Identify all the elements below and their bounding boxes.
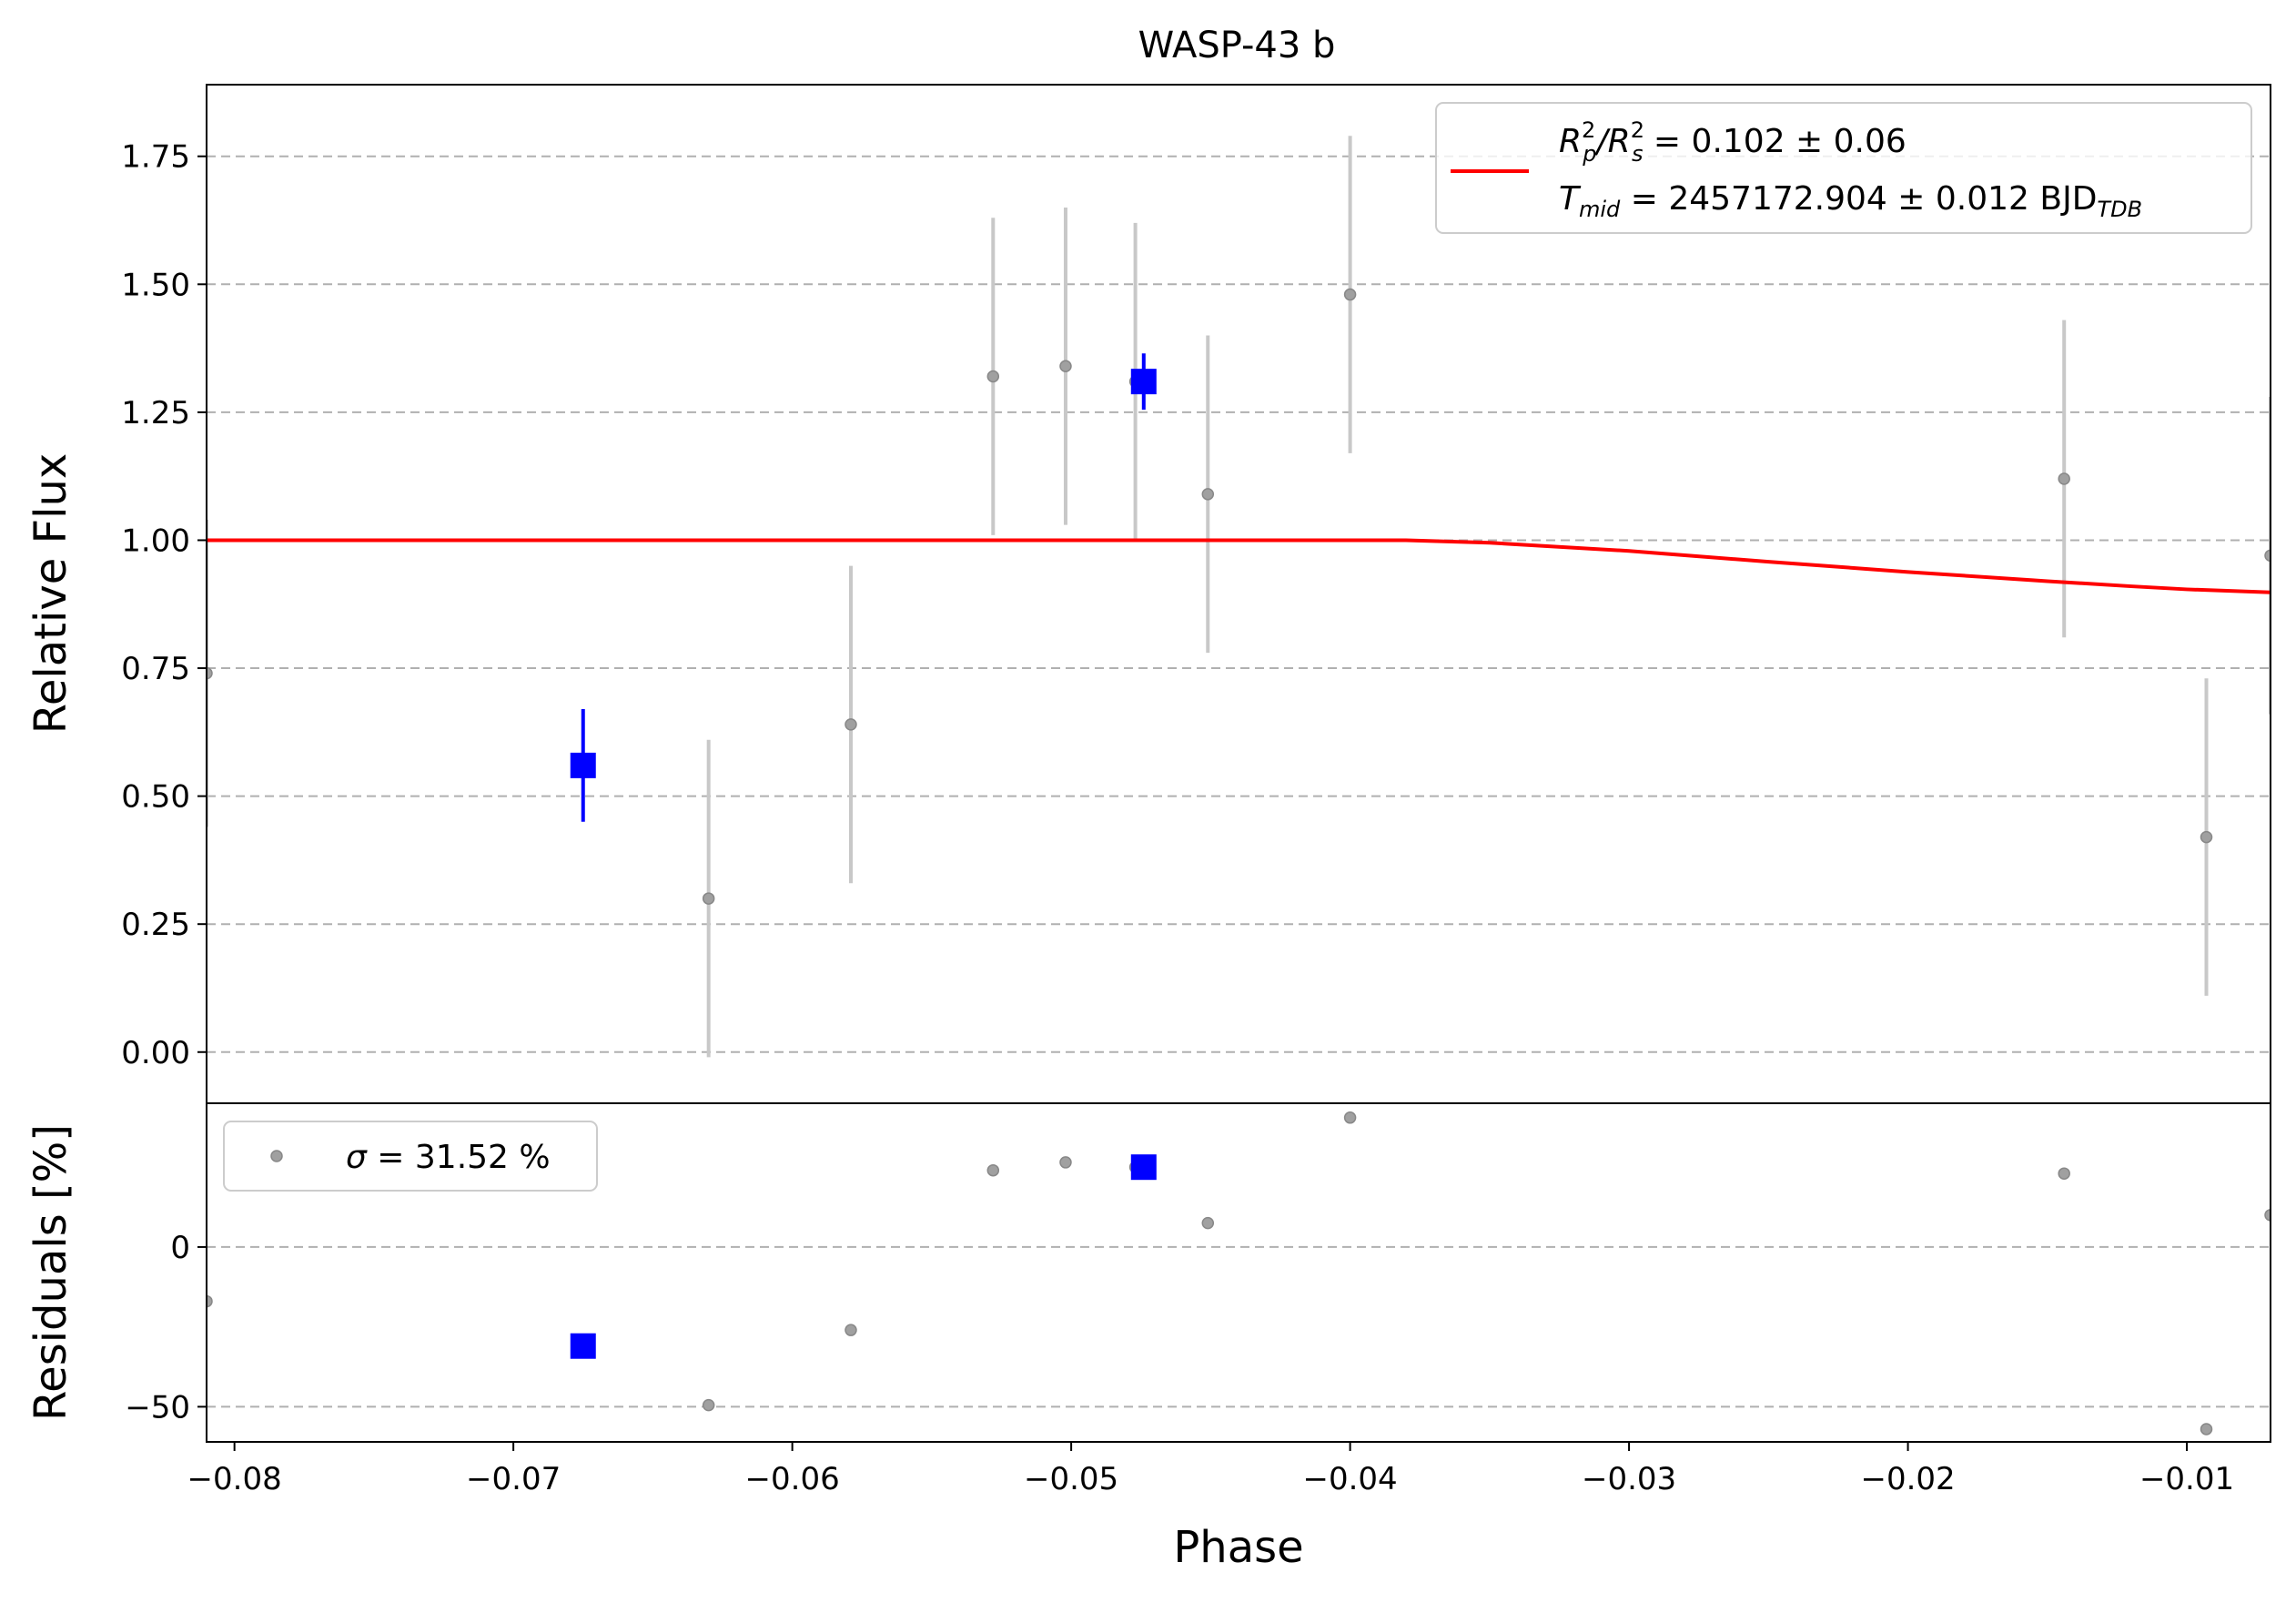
raw-point [986, 370, 1000, 383]
residual-raw-point [845, 1324, 857, 1336]
raw-point [207, 666, 213, 680]
raw-point [1343, 288, 1357, 301]
main-y-axis-label: Relative Flux [25, 453, 76, 735]
residual-legend: σ = 31.52 % [223, 1121, 598, 1192]
main-legend: R2 p/R2 s = 0.102 ± 0.06 Tmid = 2457172.90… [1435, 102, 2252, 234]
raw-point [1059, 360, 1072, 373]
binned-points [570, 353, 1157, 822]
legend-rp-rs-entry: R2 p/R2 s = 0.102 ± 0.06 [1559, 117, 1907, 167]
x-tick-label: −0.02 [1860, 1461, 1955, 1497]
main-y-tick-label: 1.25 [121, 395, 190, 431]
x-tick-label: −0.08 [187, 1461, 282, 1497]
residual-raw-point [2200, 1423, 2213, 1436]
x-tick-label: −0.04 [1302, 1461, 1397, 1497]
residual-binned-point [570, 1333, 596, 1359]
raw-point [2264, 549, 2271, 563]
main-legend-box [1435, 102, 2252, 234]
raw-point [702, 892, 715, 905]
residual-binned-points [570, 1154, 1157, 1359]
chart-title: WASP-43 b [1138, 25, 1336, 66]
residual-raw-point [986, 1163, 1000, 1177]
binned-point [1130, 369, 1157, 395]
residuals-panel: −50 0 −0.08 −0.07 −0.06 −0.05 −0.04 −0.03 −0.02… [25, 1102, 2271, 1573]
residual-raw-point [1059, 1156, 1072, 1169]
raw-point [845, 718, 857, 731]
main-y-tick-label: 0.50 [121, 779, 190, 816]
x-axis-label: Phase [1173, 1522, 1303, 1573]
main-y-tick-label: 0.25 [121, 907, 190, 943]
residual-x-ticks: −0.08 −0.07 −0.06 −0.05 −0.04 −0.03 −0.02 −0.01 [187, 1442, 2234, 1497]
x-tick-label: −0.05 [1024, 1461, 1118, 1497]
binned-point [570, 752, 596, 778]
residual-raw-point [2264, 1209, 2271, 1222]
main-y-ticks: 0.00 0.25 0.50 0.75 1.00 1.25 1.50 1.75 [121, 139, 207, 1071]
residual-y-axis-label: Residuals [%] [25, 1124, 76, 1421]
main-y-tick-label: 1.00 [121, 522, 190, 559]
residual-y-tick-label: −50 [125, 1389, 190, 1425]
x-tick-label: −0.07 [466, 1461, 561, 1497]
residual-y-ticks: −50 0 [125, 1230, 207, 1425]
residual-raw-point [207, 1294, 213, 1308]
x-tick-label: −0.03 [1582, 1461, 1676, 1497]
raw-point [2058, 472, 2070, 485]
model-curve-group [207, 538, 2271, 594]
x-tick-label: −0.01 [2139, 1461, 2234, 1497]
residual-raw-point [2058, 1167, 2070, 1180]
legend-raw-marker [270, 1150, 283, 1162]
main-y-tick-label: 1.75 [121, 139, 190, 176]
residual-legend-box [223, 1121, 598, 1192]
residual-plot-frame [206, 1102, 2271, 1443]
residual-raw-point [1201, 1216, 1215, 1230]
x-tick-label: −0.06 [745, 1461, 840, 1497]
raw-point [2200, 830, 2213, 844]
raw-point [1201, 488, 1215, 501]
residual-raw-point [702, 1398, 715, 1412]
legend-sigma-entry: σ = 31.52 % [346, 1139, 551, 1176]
residual-raw-point [1343, 1111, 1357, 1124]
model-curve [207, 538, 2271, 594]
residual-y-tick-label: 0 [170, 1230, 190, 1266]
residual-gridlines [207, 1245, 2271, 1408]
residual-binned-point [1130, 1154, 1157, 1181]
main-y-tick-label: 0.00 [121, 1035, 190, 1071]
legend-tmid-entry: Tmid = 2457172.904 ± 0.012 BJDTDB [1559, 180, 2142, 222]
main-y-tick-label: 0.75 [121, 651, 190, 687]
main-y-tick-label: 1.50 [121, 267, 190, 303]
